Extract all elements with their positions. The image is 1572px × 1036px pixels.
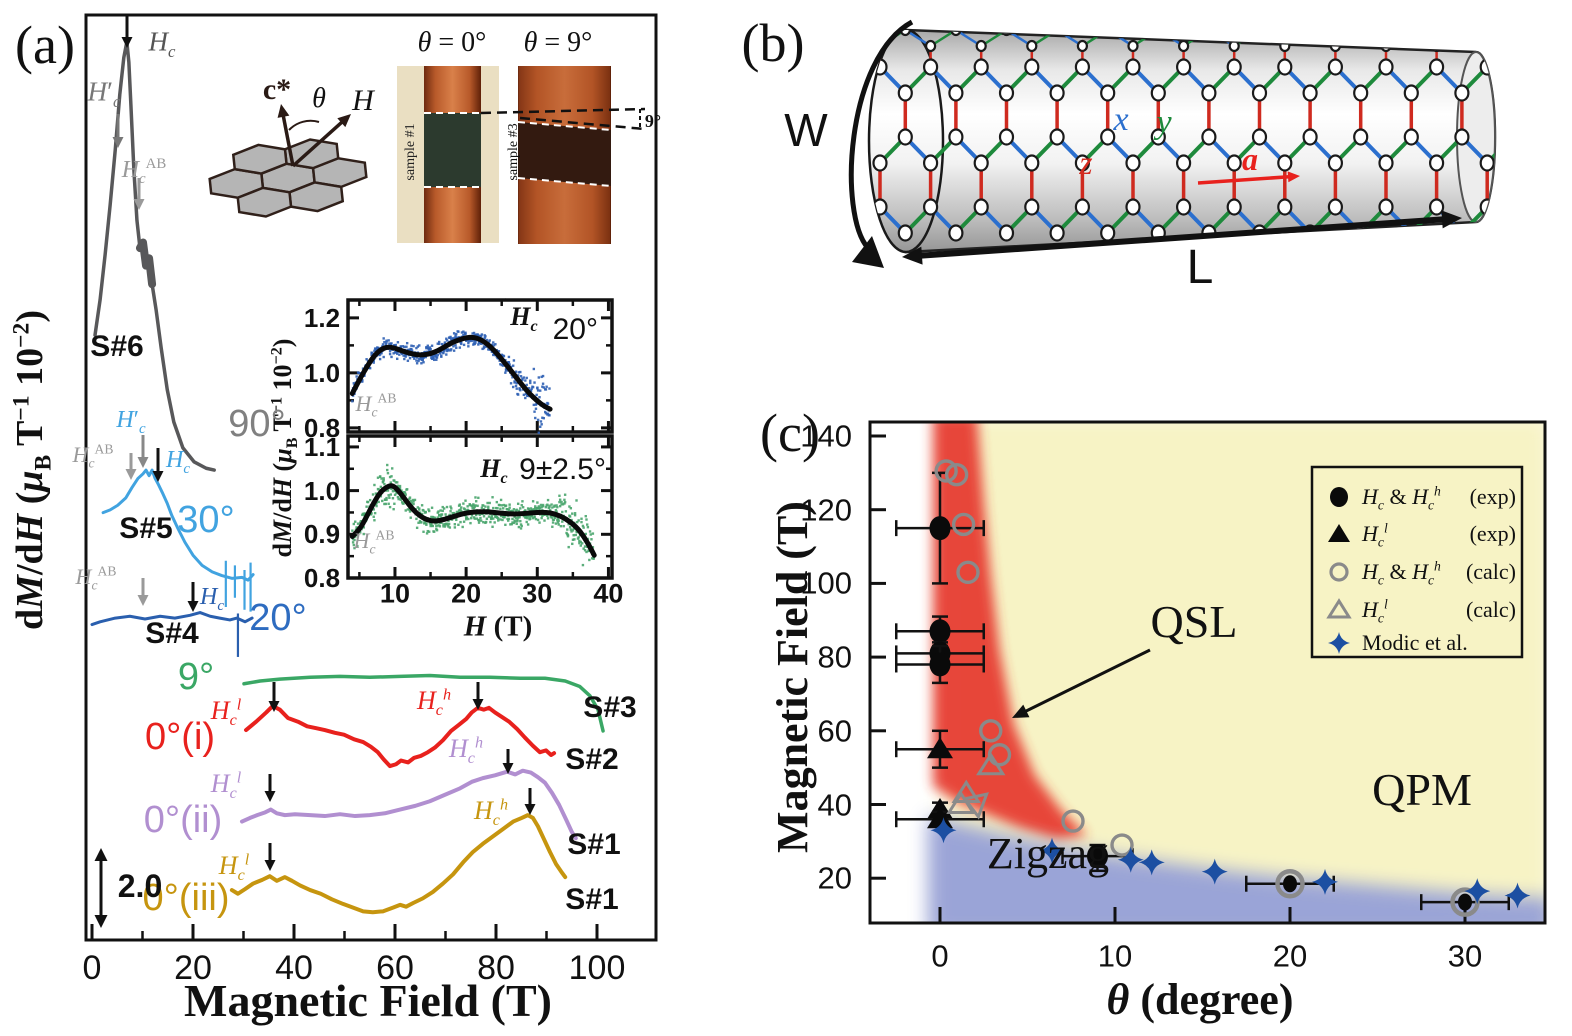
exp-circle-marker [929,516,951,541]
calc-circle-marker [1110,833,1134,857]
panel-b [848,19,1497,268]
modic-star-marker [1464,878,1491,905]
calc-circle-marker [956,560,980,585]
modic-star-marker [1504,882,1531,909]
panel-c [868,420,1547,925]
exp-triangle-marker [927,737,953,759]
modic-star-marker [1117,846,1144,873]
series-S#3-9deg [242,673,605,733]
sample-photos [397,66,646,244]
series-S#1-0deg-iii- [229,813,568,915]
exp-circle-marker [1087,844,1108,869]
modic-star-marker [930,817,957,844]
panel-a-arrow-3 [137,435,149,468]
panel-a-arrow-4 [125,453,137,480]
panel-a-arrow-2 [133,178,145,210]
panel-a-arrow-6 [137,578,149,606]
panel-c-legend [1310,465,1524,659]
modic-star-marker [1138,849,1165,876]
modic-star-marker [1039,837,1065,864]
calc-circle-marker [934,459,958,483]
exp-circle-marker [929,652,951,677]
panel-a-arrow-0 [121,14,133,48]
inset-9deg [346,434,614,580]
series-S#5-30deg [101,468,255,612]
region-zigzag [927,815,1545,923]
exp-circle-marker [929,619,951,644]
series-S#6-90deg [93,40,216,472]
panel-a-arrow-5 [152,448,164,482]
panel-a-arrow-1 [112,114,124,148]
inset-20deg [346,298,614,434]
series-S#2-0deg-i- [244,703,557,769]
region-qpm [943,422,1545,923]
panel-a [84,13,658,942]
panel-a-arrow-11 [502,749,514,774]
calc-circle-marker [979,719,1003,743]
calc-circle-marker [944,462,969,487]
modic-star-marker [1201,858,1228,885]
panel-a-arrow-9 [472,682,484,710]
panel-c-markers [895,459,1531,917]
panel-a-arrow-10 [264,774,276,802]
panel-a-arrow-7 [187,582,199,612]
series-S#1-0deg-ii- [239,768,578,841]
ringed-circle-marker [1283,875,1297,893]
calc-triangle-marker [976,751,1006,776]
region-qsl [933,422,1087,840]
exp-triangle-marker [927,807,953,829]
panel-a-arrow-8 [268,682,280,712]
panel-a-arrow-13 [524,788,536,815]
panel-a-arrow-12 [264,843,276,871]
calc-triangle-marker [962,792,989,820]
ringed-circle-marker [1458,893,1472,911]
modic-star-marker [1312,868,1338,895]
series-S#4-20deg [90,611,254,657]
calc-circle-marker [1061,809,1085,833]
calc-circle-marker [951,512,976,537]
scale-bar [94,848,108,928]
